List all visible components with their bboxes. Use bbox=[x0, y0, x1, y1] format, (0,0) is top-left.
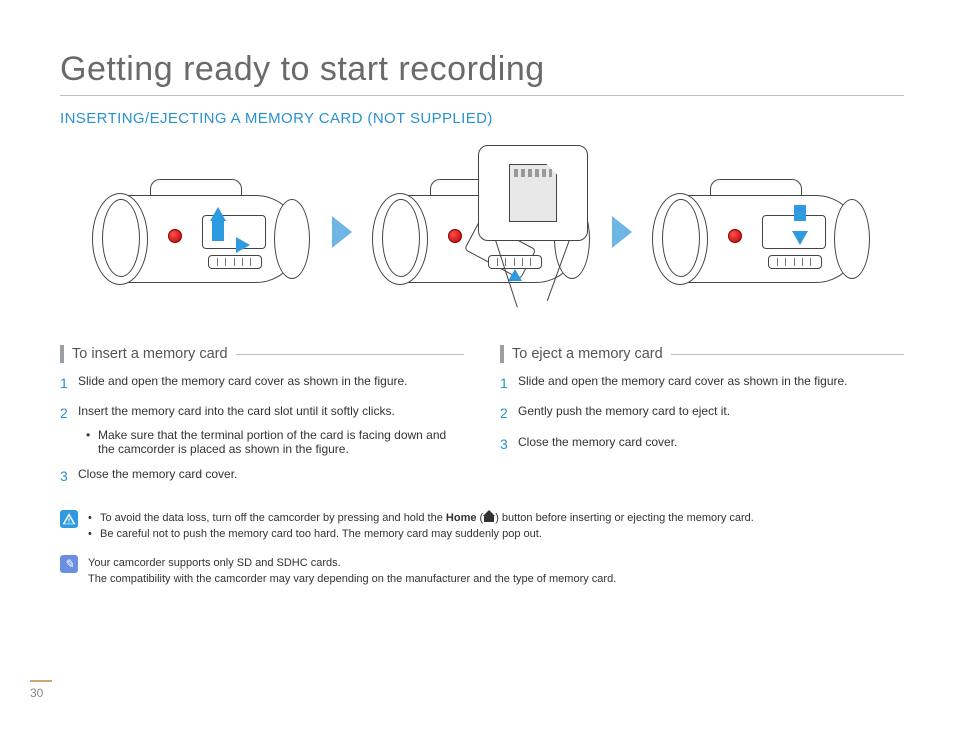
insert-column: To insert a memory card 1 Slide and open… bbox=[60, 345, 464, 490]
step-text: Gently push the memory card to eject it. bbox=[518, 403, 904, 423]
step-text: Slide and open the memory card cover as … bbox=[78, 373, 464, 393]
action-arrow-eject-icon bbox=[792, 205, 808, 245]
subhead-bar-icon bbox=[60, 345, 64, 363]
step-number: 1 bbox=[500, 373, 518, 393]
step-number: 3 bbox=[60, 466, 78, 486]
insert-subhead: To insert a memory card bbox=[72, 346, 228, 362]
record-indicator-icon bbox=[448, 229, 462, 243]
sequence-arrow-icon bbox=[332, 216, 352, 248]
insert-step: 2 Insert the memory card into the card s… bbox=[60, 403, 464, 423]
warning-text-post: button before inserting or ejecting the … bbox=[499, 512, 754, 524]
sd-card-callout bbox=[478, 145, 588, 241]
record-indicator-icon bbox=[728, 229, 742, 243]
action-arrow-open-icon bbox=[210, 207, 226, 241]
eject-step: 3 Close the memory card cover. bbox=[500, 434, 904, 454]
step-number: 2 bbox=[60, 403, 78, 423]
action-arrow-slide-icon bbox=[236, 237, 250, 253]
home-icon bbox=[484, 512, 494, 522]
step-text: Slide and open the memory card cover as … bbox=[518, 373, 904, 393]
insert-step: 3 Close the memory card cover. bbox=[60, 466, 464, 486]
eject-column: To eject a memory card 1 Slide and open … bbox=[500, 345, 904, 490]
step-number: 1 bbox=[60, 373, 78, 393]
warning-note: To avoid the data loss, turn off the cam… bbox=[60, 510, 904, 543]
step-text: Insert the memory card into the card slo… bbox=[78, 403, 464, 423]
page-title: Getting ready to start recording bbox=[60, 50, 904, 89]
info-line: The compatibility with the camcorder may… bbox=[88, 571, 616, 588]
title-rule bbox=[60, 95, 904, 96]
record-indicator-icon bbox=[168, 229, 182, 243]
info-icon: ✎ bbox=[60, 555, 78, 573]
figure-insert-open bbox=[362, 147, 602, 317]
subhead-bar-icon bbox=[500, 345, 504, 363]
step-text: Close the memory card cover. bbox=[78, 466, 464, 486]
bullet-text: Make sure that the terminal portion of t… bbox=[98, 428, 464, 456]
warning-item: To avoid the data loss, turn off the cam… bbox=[88, 510, 754, 527]
eject-step: 2 Gently push the memory card to eject i… bbox=[500, 403, 904, 423]
insert-step: 1 Slide and open the memory card cover a… bbox=[60, 373, 464, 393]
figure-insert-closed bbox=[82, 147, 322, 317]
info-line: Your camcorder supports only SD and SDHC… bbox=[88, 555, 616, 572]
section-heading: INSERTING/EJECTING A MEMORY CARD (NOT SU… bbox=[60, 110, 904, 127]
info-note: ✎ Your camcorder supports only SD and SD… bbox=[60, 555, 904, 588]
warning-item: Be careful not to push the memory card t… bbox=[88, 526, 754, 543]
insert-step-bullet: • Make sure that the terminal portion of… bbox=[60, 428, 464, 456]
eject-step: 1 Slide and open the memory card cover a… bbox=[500, 373, 904, 393]
warning-text-pre: To avoid the data loss, turn off the cam… bbox=[100, 512, 446, 524]
page-number: 30 bbox=[30, 680, 52, 700]
action-arrow-insert-icon bbox=[508, 269, 522, 281]
step-text: Close the memory card cover. bbox=[518, 434, 904, 454]
eject-subhead: To eject a memory card bbox=[512, 346, 663, 362]
step-number: 2 bbox=[500, 403, 518, 423]
home-label: Home bbox=[446, 512, 477, 524]
sequence-arrow-icon bbox=[612, 216, 632, 248]
warning-icon bbox=[60, 510, 78, 528]
figure-row bbox=[60, 147, 904, 317]
step-number: 3 bbox=[500, 434, 518, 454]
figure-eject bbox=[642, 147, 882, 317]
sd-card-icon bbox=[509, 164, 557, 222]
